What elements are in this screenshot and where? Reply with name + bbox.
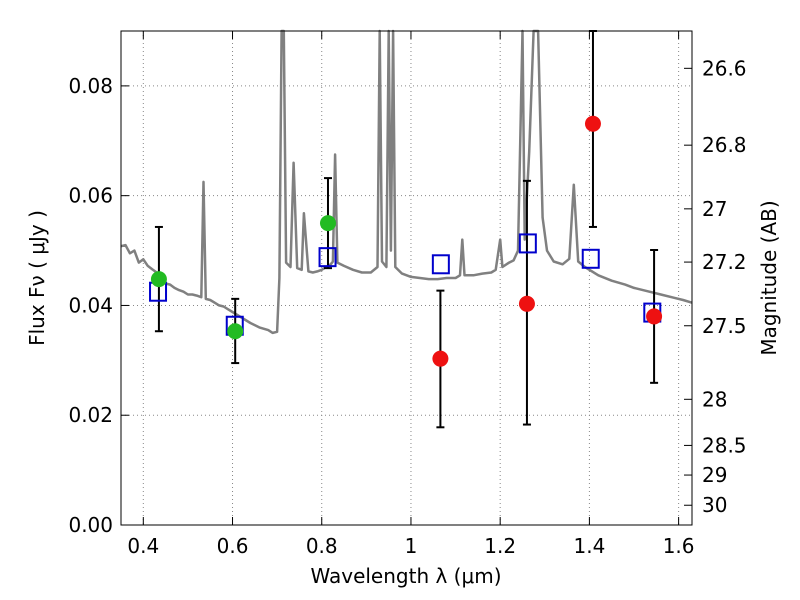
plot-frame [120,30,693,526]
right-tick-label: 30 [702,493,727,517]
observed-points-series [150,115,663,367]
y-tick-label: 0.08 [68,74,113,98]
green-point [150,271,167,288]
red-point [584,115,601,132]
model-points-series [149,233,662,336]
x-tick-label: 1.2 [484,534,516,558]
right-tick-label: 28.5 [702,433,747,457]
model-point [518,233,537,254]
model-point [431,254,450,275]
model-point [318,247,337,268]
right-tick-label: 28 [702,387,727,411]
y-tick-label: 0.06 [68,184,113,208]
red-point [432,350,449,367]
x-tick-label: 1 [405,534,418,558]
right-axis-label: Magnitude (AB) [757,200,781,355]
x-tick-label: 0.8 [306,534,338,558]
right-tick-label: 26.8 [702,133,747,157]
x-tick-label: 0.4 [127,534,159,558]
x-axis-label: Wavelength λ (μm) [310,564,501,588]
right-tick-label: 27.5 [702,314,747,338]
right-tick-label: 27.2 [702,250,747,274]
red-point [646,308,663,325]
model-point [581,248,600,269]
x-tick-label: 1.6 [663,534,695,558]
y-tick-label: 0.04 [68,293,113,317]
green-point [227,323,244,340]
green-point [319,215,336,232]
spectrum-series [120,29,693,335]
red-point [518,295,535,312]
y-tick-label: 0.00 [68,513,113,537]
error-bars [154,30,659,429]
spectrum-line [120,29,693,335]
right-tick-label: 26.6 [702,56,747,80]
x-tick-label: 1.4 [573,534,605,558]
right-tick-label: 29 [702,463,727,487]
axis-ticks: 0.4 0.6 0.8 1 1.2 1.4 1.6 0.00 0.02 0.04 0.06 0.08 2… [68,31,747,558]
y-tick-label: 0.02 [68,403,113,427]
x-tick-label: 0.6 [217,534,249,558]
right-tick-label: 27 [702,197,727,221]
y-axis-label: Flux Fν ( μJy ) [25,210,49,346]
